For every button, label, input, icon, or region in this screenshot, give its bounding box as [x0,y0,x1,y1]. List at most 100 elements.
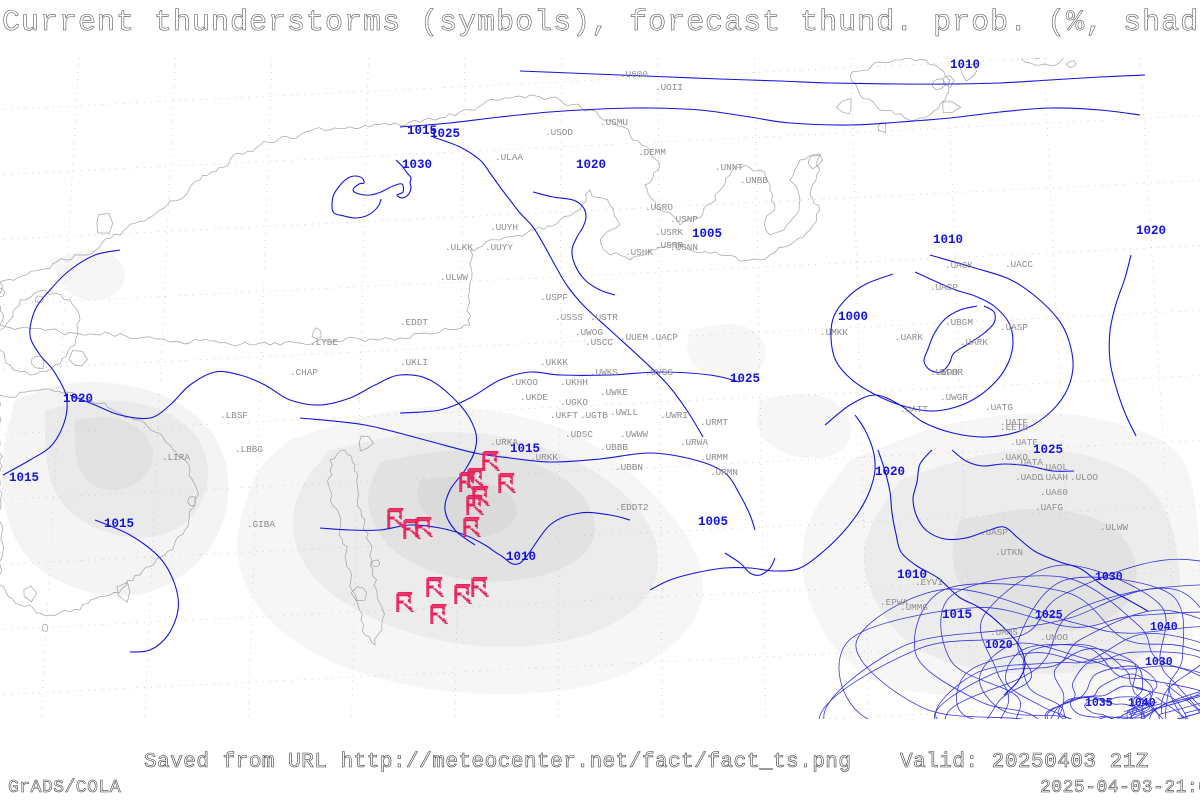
svg-text:.UAFG: .UAFG [1035,502,1063,513]
svg-text:.UAOL: .UAOL [1040,462,1068,473]
svg-text:1030: 1030 [1095,571,1123,584]
svg-text:1020: 1020 [985,639,1013,652]
svg-text:.ULOO: .ULOO [1070,472,1098,483]
svg-text:.UKDE: .UKDE [520,392,548,403]
svg-text:.UACP: .UACP [650,332,678,343]
svg-text:.UKHH: .UKHH [560,377,588,388]
svg-text:.UWWW: .UWWW [620,429,648,440]
svg-text:.URMM: .URMM [700,452,728,463]
svg-text:.EETN: .EETN [1000,422,1028,433]
svg-text:.UADD: .UADD [1015,472,1043,483]
svg-text:.UNNT: .UNNT [715,162,743,173]
svg-text:.UARK: .UARK [960,337,988,348]
svg-text:1030: 1030 [402,158,432,172]
svg-text:1025: 1025 [430,127,460,141]
svg-text:.UATE: .UATE [1010,437,1038,448]
svg-text:.LBSF: .LBSF [220,410,248,421]
svg-text:.USOD: .USOD [545,127,573,138]
svg-text:.UKLI: .UKLI [400,357,428,368]
svg-text:.UGKO: .UGKO [560,397,588,408]
svg-text:1020: 1020 [1136,224,1166,238]
svg-text:.UGTB: .UGTB [580,410,608,421]
svg-text:.ULWW: .ULWW [1100,522,1128,533]
svg-text:.UASP: .UASP [980,527,1008,538]
svg-text:.UUYH: .UUYH [490,222,518,233]
svg-text:.UWKS: .UWKS [590,367,618,378]
svg-text:.UTKN: .UTKN [995,547,1023,558]
svg-text:.CHAP: .CHAP [290,367,318,378]
svg-text:.URWA: .URWA [680,437,708,448]
svg-text:.USMU: .USMU [600,117,628,128]
svg-text:.UKOO: .UKOO [510,377,538,388]
svg-text:.URKK: .URKK [530,452,558,463]
svg-text:1015: 1015 [104,517,134,531]
svg-text:.USRO: .USRO [645,202,673,213]
svg-text:.UWKE: .UWKE [600,387,628,398]
svg-text:.UATG: .UATG [985,402,1013,413]
svg-text:.ULWW: .ULWW [440,272,468,283]
svg-text:.UACP: .UACP [930,282,958,293]
svg-text:.UMMS: .UMMS [990,627,1018,638]
svg-text:.UARK: .UARK [895,332,923,343]
svg-text:.LBBG: .LBBG [235,444,263,455]
svg-text:.UVSS: .UVSS [645,367,673,378]
svg-text:1030: 1030 [1145,656,1173,669]
svg-text:.UAAH: .UAAH [1040,472,1068,483]
svg-text:.GIBA: .GIBA [247,519,275,530]
svg-text:.U600: .U600 [620,69,648,80]
svg-text:.UMKK: .UMKK [820,327,848,338]
svg-text:1005: 1005 [692,227,722,241]
svg-text:.URKA: .URKA [490,437,518,448]
svg-text:1020: 1020 [576,158,606,172]
svg-text:.USPF: .USPF [540,292,568,303]
svg-text:1005: 1005 [698,515,728,529]
svg-text:1010: 1010 [933,233,963,247]
svg-text:.UMMG: .UMMG [900,602,928,613]
svg-text:.UWLL: .UWLL [610,407,638,418]
svg-text:1010: 1010 [950,58,980,72]
svg-text:.USHK: .USHK [625,247,653,258]
svg-text:.LYBE: .LYBE [310,337,338,348]
svg-text:.LIRA: .LIRA [162,452,190,463]
svg-text:.UKFT: .UKFT [550,410,578,421]
svg-text:.URMN: .URMN [710,467,738,478]
svg-text:1025: 1025 [730,372,760,386]
svg-text:.UKKK: .UKKK [540,357,568,368]
svg-text:.EFHR: .EFHR [935,367,963,378]
svg-text:.UBBB: .UBBB [600,442,628,453]
svg-text:.UATT: .UATT [900,404,928,415]
svg-text:.EDDT: .EDDT [400,317,428,328]
svg-text:.USRK: .USRK [655,227,683,238]
svg-text:1015: 1015 [9,471,39,485]
svg-text:.DEMM: .DEMM [638,147,666,158]
svg-text:1010: 1010 [506,550,536,564]
svg-text:.ULKK: .ULKK [445,242,473,253]
svg-text:.URMT: .URMT [700,417,728,428]
svg-text:.UDSC: .UDSC [565,429,593,440]
svg-text:.UOII: .UOII [655,82,683,93]
svg-text:.ULAA: .ULAA [495,152,523,163]
svg-text:.UA60: .UA60 [1040,487,1068,498]
svg-text:.UMOO: .UMOO [1040,632,1068,643]
svg-text:.EYVI: .EYVI [915,577,943,588]
svg-text:.USSS: .USSS [555,312,583,323]
svg-text:.UASP: .UASP [1000,322,1028,333]
svg-text:1020: 1020 [875,465,905,479]
svg-text:1000: 1000 [838,310,868,324]
svg-text:.UWGR: .UWGR [940,392,968,403]
svg-text:.UBBN: .UBBN [615,462,643,473]
svg-text:.EDDT2: .EDDT2 [615,502,648,513]
svg-text:.UUYY: .UUYY [485,242,513,253]
svg-text:.USTR: .USTR [590,312,618,323]
svg-text:.UACK: .UACK [945,260,973,271]
svg-text:1040: 1040 [1150,621,1178,634]
svg-text:1020: 1020 [63,392,93,406]
svg-text:1040: 1040 [1128,697,1156,710]
svg-text:.UUEM: .UUEM [620,332,648,343]
svg-text:.USCC: .USCC [585,337,613,348]
svg-text:.UNBB: .UNBB [740,175,768,186]
svg-text:.USRR: .USRR [655,240,683,251]
svg-text:1025: 1025 [1035,609,1063,622]
svg-text:.USNP: .USNP [670,214,698,225]
svg-text:1035: 1035 [1085,697,1113,710]
